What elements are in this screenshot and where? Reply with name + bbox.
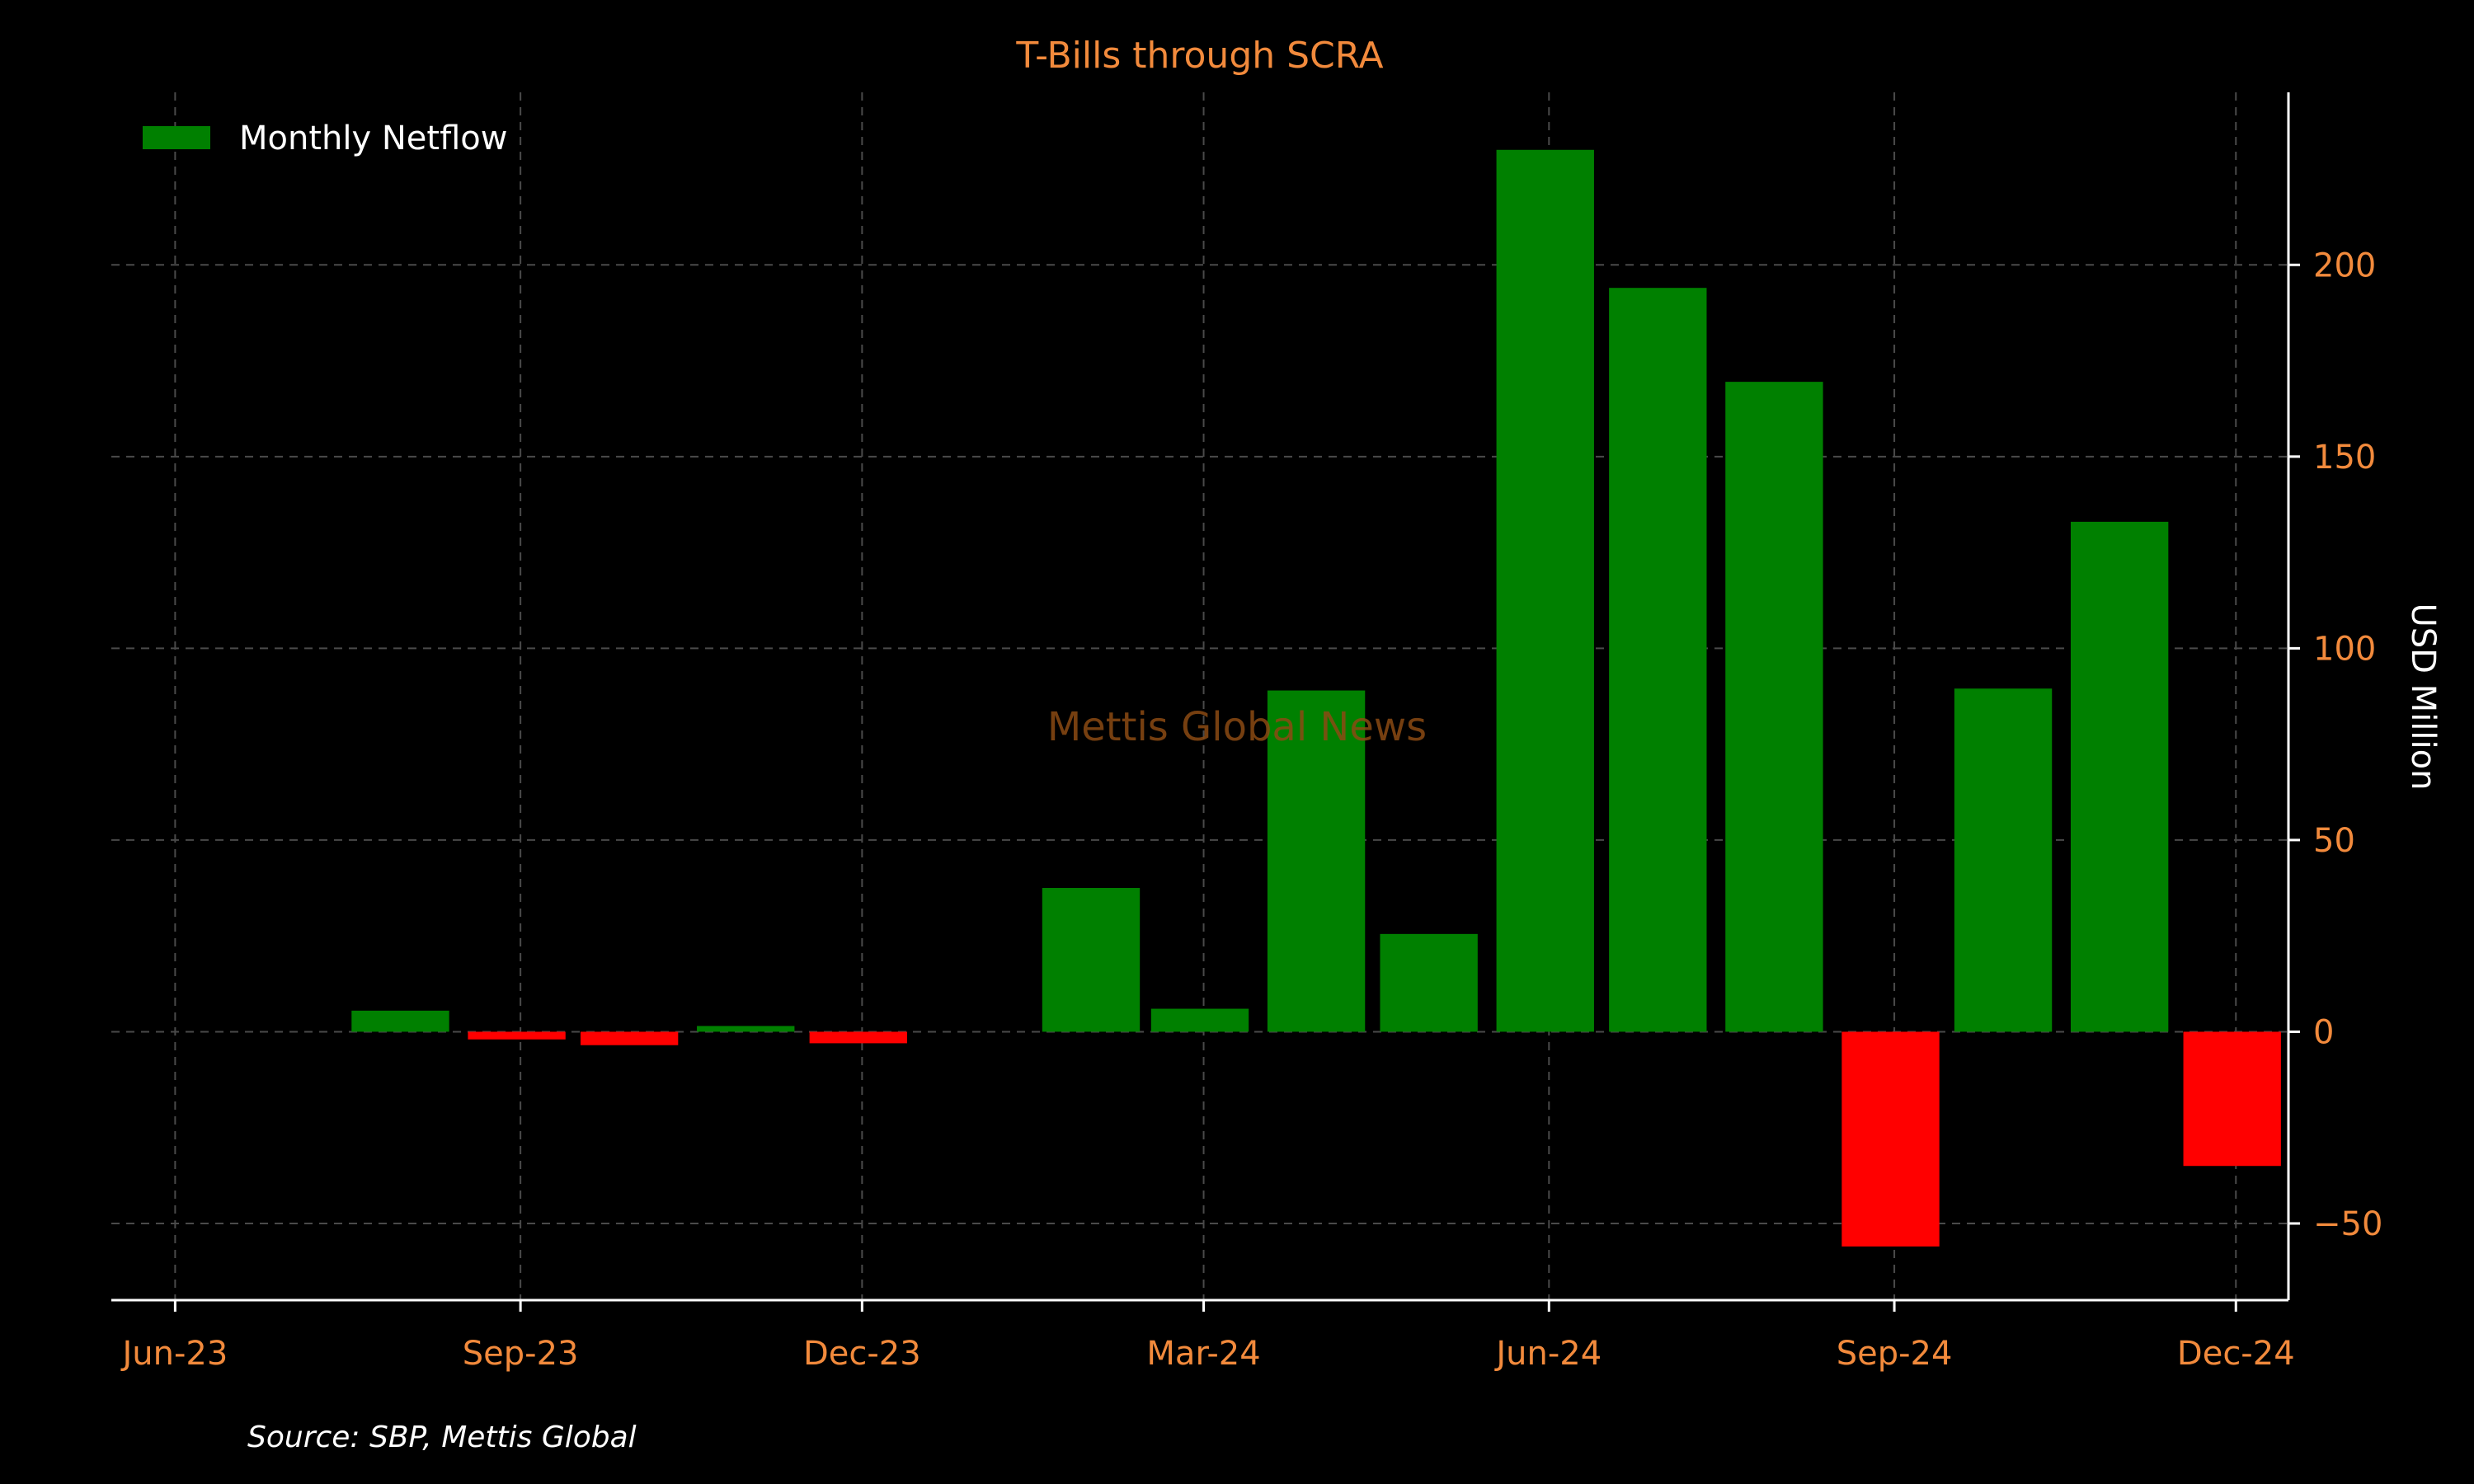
source-note: Source: SBP, Mettis Global [247, 1421, 637, 1454]
y-tick-label: 50 [2313, 822, 2355, 860]
bar-positive [1496, 149, 1594, 1032]
x-tick-label: Mar-24 [1146, 1335, 1260, 1373]
bar-positive [351, 1010, 449, 1032]
ticks: Jun-23 Sep-23 Dec-23 Mar-24 Jun-24 Sep-24 Dec-… [120, 247, 2382, 1373]
bar-positive [1609, 288, 1707, 1032]
legend-swatch [143, 126, 210, 149]
y-tick-label: 150 [2313, 439, 2376, 477]
bar-negative [1841, 1031, 1940, 1247]
chart-title: T-Bills through SCRA [1015, 35, 1383, 77]
bar-negative [809, 1031, 907, 1044]
bar-positive [1042, 888, 1141, 1032]
bar-negative [468, 1031, 566, 1040]
bar-positive [1150, 1008, 1249, 1032]
legend-label: Monthly Netflow [239, 120, 507, 157]
bars [351, 149, 2281, 1247]
legend: Monthly Netflow [143, 120, 507, 157]
x-tick-label: Dec-23 [803, 1335, 921, 1373]
bar-positive [1725, 382, 1823, 1032]
y-axis-label: USD Million [2404, 603, 2442, 791]
bar-positive [1267, 690, 1366, 1032]
bar-positive [697, 1026, 795, 1032]
x-tick-label: Sep-24 [1837, 1335, 1953, 1373]
bar-positive [1954, 688, 2053, 1032]
x-tick-label: Dec-24 [2177, 1335, 2295, 1373]
watermark: Mettis Global News [1047, 704, 1427, 750]
y-tick-label: 200 [2313, 247, 2376, 284]
axes [111, 92, 2290, 1302]
x-tick-label: Sep-23 [463, 1335, 579, 1373]
x-tick-label: Jun-24 [1493, 1335, 1602, 1373]
bar-negative [580, 1031, 679, 1045]
bar-positive [2071, 521, 2169, 1032]
x-tick-label: Jun-23 [120, 1335, 228, 1373]
y-tick-label: 0 [2313, 1013, 2334, 1051]
y-tick-label: −50 [2313, 1205, 2382, 1243]
bar-negative [2183, 1031, 2281, 1167]
y-tick-label: 100 [2313, 630, 2376, 668]
bar-positive [1380, 933, 1478, 1032]
